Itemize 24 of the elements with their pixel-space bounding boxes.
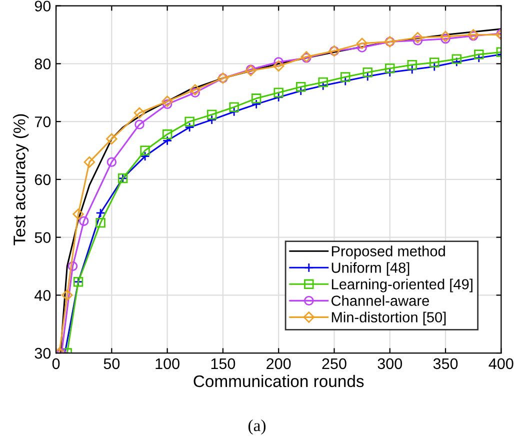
y-tick-label: 30 (34, 348, 51, 359)
y-tick-label: 50 (34, 232, 51, 243)
y-tick-label: 80 (34, 58, 51, 70)
x-tick-label: 100 (156, 358, 180, 370)
x-tick-label: 150 (211, 358, 236, 370)
x-tick-label: 200 (266, 358, 291, 370)
legend-label: Proposed method (332, 246, 445, 260)
x-tick-label: 250 (322, 358, 346, 370)
x-tick-label: 350 (433, 358, 458, 370)
y-tick-label: 90 (34, 0, 51, 12)
y-tick-label: 60 (34, 174, 51, 186)
x-tick-label: 300 (378, 358, 402, 370)
x-tick-label: 0 (52, 358, 60, 370)
x-tick-label: 400 (488, 358, 514, 370)
y-tick-label: 70 (34, 116, 51, 128)
x-tick-label: 50 (104, 358, 120, 370)
y-axis-title: Test accuracy (%) (13, 114, 29, 246)
text: (a) (248, 419, 266, 435)
legend-label: Learning-oriented [49] (332, 278, 472, 292)
x-axis-title: Communication rounds (194, 374, 364, 388)
legend-label: Uniform [48] (332, 262, 410, 276)
legend-label: Channel-aware (332, 295, 430, 306)
legend-label: Min-distortion [50] (332, 312, 446, 326)
y-tick-label: 40 (34, 290, 51, 301)
